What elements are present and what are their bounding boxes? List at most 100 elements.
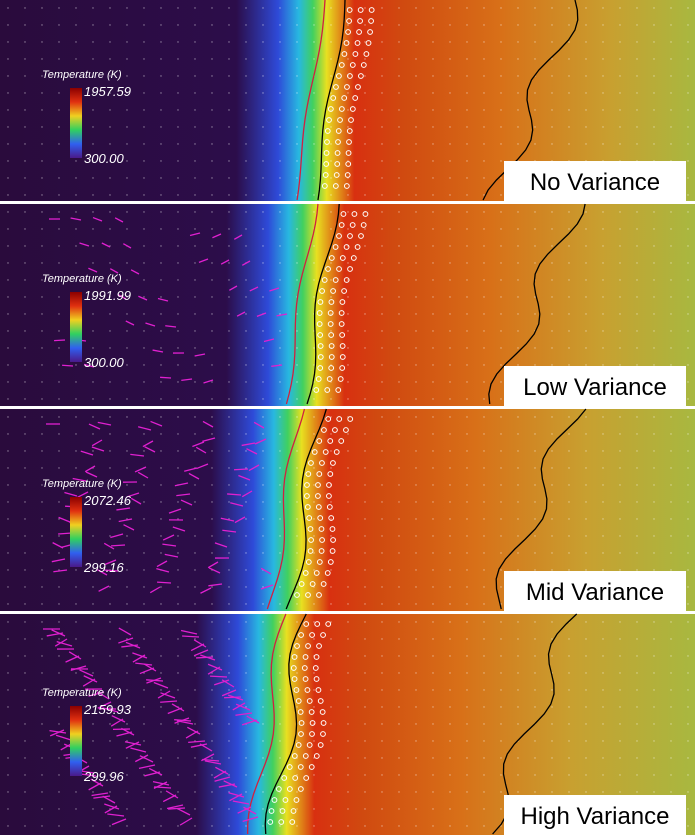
grid-dot: [58, 330, 60, 332]
grid-dot: [7, 774, 9, 776]
flow-arrow: [200, 587, 212, 594]
flow-arrow: [180, 499, 193, 506]
grid-dot: [211, 586, 213, 588]
grid-dot: [653, 706, 655, 708]
grid-dot: [483, 313, 485, 315]
grid-dot: [568, 672, 570, 674]
particle: [338, 321, 345, 327]
particle: [335, 139, 341, 145]
flow-arrow: [97, 701, 112, 709]
grid-dot: [585, 41, 587, 43]
grid-dot: [211, 381, 213, 383]
grid-dot: [568, 7, 570, 9]
particle: [336, 416, 343, 422]
grid-dot: [398, 433, 400, 435]
legend-title: Temperature (K): [42, 273, 122, 285]
grid-dot: [7, 569, 9, 571]
grid-dot: [670, 211, 672, 213]
grid-dot: [347, 638, 349, 640]
grid-dot: [364, 330, 366, 332]
grid-dot: [143, 706, 145, 708]
grid-dot: [177, 7, 179, 9]
grid-dot: [194, 433, 196, 435]
grid-dot: [619, 501, 621, 503]
grid-dot: [432, 774, 434, 776]
grid-dot: [245, 603, 247, 605]
panel-label: High Variance: [521, 803, 670, 830]
flow-arrow: [162, 534, 175, 541]
grid-dot: [585, 75, 587, 77]
grid-dot: [602, 706, 604, 708]
particle: [354, 40, 361, 46]
grid-dot: [330, 228, 332, 230]
grid-dot: [670, 638, 672, 640]
particle: [367, 29, 373, 35]
flow-arrow: [51, 629, 66, 637]
grid-dot: [551, 109, 553, 111]
grid-dot: [58, 228, 60, 230]
grid-dot: [7, 416, 9, 418]
grid-dot: [92, 501, 94, 503]
particle: [339, 332, 346, 338]
grid-dot: [568, 109, 570, 111]
grid-dot: [211, 262, 213, 264]
flow-arrow: [221, 679, 235, 688]
grid-dot: [109, 194, 111, 196]
grid-dot: [585, 535, 587, 537]
grid-dot: [143, 228, 145, 230]
grid-dot: [24, 740, 26, 742]
flow-arrow: [166, 804, 184, 810]
grid-dot: [602, 143, 604, 145]
flow-arrow: [55, 734, 72, 741]
grid-dot: [551, 41, 553, 43]
grid-dot: [279, 381, 281, 383]
grid-dot: [330, 41, 332, 43]
grid-dot: [228, 689, 230, 691]
grid-dot: [330, 398, 332, 400]
grid-dot: [262, 740, 264, 742]
grid-dot: [245, 740, 247, 742]
grid-dot: [7, 621, 9, 623]
grid-dot: [228, 347, 230, 349]
grid-dot: [313, 501, 315, 503]
flow-arrow: [160, 700, 178, 703]
grid-dot: [109, 774, 111, 776]
grid-dot: [211, 450, 213, 452]
grid-dot: [670, 109, 672, 111]
grid-dot: [517, 211, 519, 213]
grid-dot: [568, 689, 570, 691]
grid-dot: [296, 398, 298, 400]
grid-dot: [143, 416, 145, 418]
grid-dot: [670, 330, 672, 332]
grid-dot: [7, 279, 9, 281]
grid-dot: [687, 433, 689, 435]
grid-dot: [330, 586, 332, 588]
flow-arrow: [165, 790, 179, 799]
particle: [352, 51, 359, 57]
grid-dot: [483, 501, 485, 503]
particle: [330, 537, 336, 543]
grid-dot: [449, 109, 451, 111]
flow-arrow: [160, 692, 176, 699]
grid-dot: [313, 262, 315, 264]
grid-dot: [126, 330, 128, 332]
grid-dot: [636, 228, 638, 230]
grid-dot: [41, 7, 43, 9]
grid-dot: [551, 467, 553, 469]
grid-dot: [364, 92, 366, 94]
grid-dot: [466, 586, 468, 588]
grid-dot: [636, 467, 638, 469]
grid-dot: [58, 603, 60, 605]
grid-dot: [313, 279, 315, 281]
grid-dot: [228, 109, 230, 111]
grid-dot: [432, 211, 434, 213]
grid-dot: [619, 75, 621, 77]
flow-arrow: [176, 807, 191, 816]
grid-dot: [347, 467, 349, 469]
grid-dot: [500, 757, 502, 759]
grid-dot: [636, 689, 638, 691]
grid-dot: [602, 450, 604, 452]
grid-dot: [534, 245, 536, 247]
grid-dot: [687, 41, 689, 43]
grid-dot: [687, 586, 689, 588]
